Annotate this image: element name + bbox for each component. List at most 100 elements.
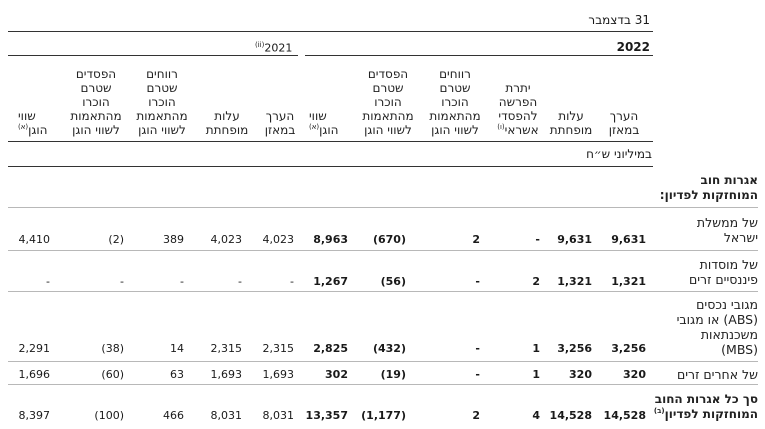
r1-2022-fair: 1,267 xyxy=(313,275,348,288)
r4-2021-carrying: 8,031 xyxy=(262,409,295,422)
col-2021-carrying-value-line2: במאזן xyxy=(264,123,296,137)
r4-2021-fair: 8,397 xyxy=(18,409,51,422)
r4-2022-allowance: 4 xyxy=(532,409,540,422)
r1-2022-carrying: 1,321 xyxy=(611,275,646,288)
col-2022-credit-loss-allowance: יתרת הפרשה להפסדי אשראי(ו) xyxy=(488,81,548,137)
r0-2021-amortized: 4,023 xyxy=(210,233,243,246)
section-rule xyxy=(8,207,758,208)
r4-2021-amortized: 8,031 xyxy=(210,409,243,422)
r3-2022-carrying: 320 xyxy=(623,368,646,381)
row-label-foreign-financial-line2: פיננסיים זרים xyxy=(688,272,758,287)
col-2022-losses-line3: הוכרו xyxy=(374,95,402,109)
section-title: אגרות חוב המוחזקות לפדיון: xyxy=(640,173,758,203)
r1-2022-losses: (56) xyxy=(380,275,406,288)
r1-2021-fair: - xyxy=(46,275,50,288)
r4-2022-carrying: 14,528 xyxy=(603,409,646,422)
r3-2021-amortized: 1,693 xyxy=(210,368,243,381)
r0-2022-fair: 8,963 xyxy=(313,233,348,246)
row-label-foreign-financial-line1: של מוסדות xyxy=(699,257,758,272)
r0-2021-carrying: 4,023 xyxy=(262,233,295,246)
r0-2022-amortized: 9,631 xyxy=(557,233,592,246)
col-2022-losses-line5: לשווי הוגן xyxy=(364,123,412,137)
col-2021-losses-line4: מהתאמות xyxy=(70,109,122,123)
row-rule-3 xyxy=(8,361,758,362)
col-2022-credit-loss-line3: להפסדי xyxy=(498,109,538,123)
r1-2021-losses: - xyxy=(120,275,124,288)
row-label-abs-mbs-line2: (ABS) או מגובי xyxy=(676,312,758,327)
col-2022-carrying-value-line1: הערך xyxy=(609,109,639,123)
row-label-other-foreign: של אחרים זרים xyxy=(645,367,758,382)
col-2021-fair-value-line1: שווי xyxy=(18,109,36,123)
r3-2021-fair: 1,696 xyxy=(18,368,51,381)
col-2021-fair-value: שווי הוגן(א) xyxy=(18,109,58,137)
col-2021-losses-line3: הוכרו xyxy=(82,95,110,109)
r2-2021-losses: (38) xyxy=(101,342,124,355)
row-label-total-line2: המוחזקות לפדיון(ב) xyxy=(632,407,758,422)
col-2021-unrecognized-losses: הפסדים שטרם הוכרו מהתאמות לשווי הוגן xyxy=(60,67,132,137)
col-2021-fair-value-line2: הוגן(א) xyxy=(18,123,58,137)
row-rule-4 xyxy=(8,384,758,385)
r4-2021-gains: 466 xyxy=(163,409,184,422)
r1-2022-allowance: 2 xyxy=(532,275,540,288)
col-2022-losses-line4: מהתאמות xyxy=(362,109,414,123)
row-label-total: סך כל אגרות החוב המוחזקות לפדיון(ב) xyxy=(632,392,758,422)
row-label-foreign-financial: של מוסדות פיננסיים זרים xyxy=(650,257,758,287)
r0-2021-losses: (2) xyxy=(108,233,124,246)
unit-rule xyxy=(8,166,653,167)
row-label-total-line1: סך כל אגרות החוב xyxy=(654,392,758,406)
row-label-total-note: (ב) xyxy=(653,407,665,415)
col-2021-unrecognized-gains: רווחים שטרם הוכרו מהתאמות לשווי הוגן xyxy=(126,67,198,137)
r2-2022-fair: 2,825 xyxy=(313,342,348,355)
r0-2022-allowance: - xyxy=(535,233,540,246)
r3-2022-amortized: 320 xyxy=(569,368,592,381)
r2-2021-carrying: 2,315 xyxy=(262,342,295,355)
col-2021-gains-line3: הוכרו xyxy=(148,95,176,109)
header-rule-bottom xyxy=(8,141,653,142)
row-label-other-foreign-line1: של אחרים זרים xyxy=(676,367,758,382)
r1-2021-amortized: - xyxy=(238,275,242,288)
col-2021-gains-line2: שטרם xyxy=(146,81,178,95)
row-label-abs-mbs: מגובי נכסים (ABS) או מגובי משכנתאות (MBS… xyxy=(660,297,758,357)
section-title-line1: אגרות חוב xyxy=(700,173,759,187)
col-2022-gains-line3: הוכרו xyxy=(441,95,469,109)
r4-2022-gains: 2 xyxy=(472,409,480,422)
col-2021-losses-line1: הפסדים xyxy=(75,67,117,81)
col-2022-gains-line2: שטרם xyxy=(439,81,471,95)
r2-2022-carrying: 3,256 xyxy=(611,342,646,355)
col-2022-losses-line2: שטרם xyxy=(372,81,404,95)
col-2022-fair-value-line1: שווי xyxy=(309,109,327,123)
col-2021-carrying-value: הערך במאזן xyxy=(254,109,306,137)
year-current-label: 2022 xyxy=(616,40,650,54)
col-2021-amortized-cost-line1: עלות xyxy=(214,109,240,123)
col-2021-gains-line4: מהתאמות xyxy=(136,109,188,123)
header-rule-top xyxy=(8,31,653,32)
r0-2022-losses: (670) xyxy=(372,233,406,246)
col-2021-amortized-cost-line2: מופחתת xyxy=(205,123,249,137)
year-prior-label: (ii)2021 xyxy=(255,38,315,56)
r2-2022-allowance: 1 xyxy=(532,342,540,355)
row-rule-2 xyxy=(8,291,758,292)
r4-2022-fair: 13,357 xyxy=(305,409,348,422)
r3-2021-carrying: 1,693 xyxy=(262,368,295,381)
col-2022-fair-value-line2: הוגן(א) xyxy=(309,123,349,137)
col-2022-unrecognized-losses: הפסדים שטרם הוכרו מהתאמות לשווי הוגן xyxy=(352,67,424,137)
col-2022-losses-line1: הפסדים xyxy=(367,67,409,81)
row-label-abs-mbs-line1: מגובי נכסים xyxy=(696,297,758,312)
r2-2022-gains: - xyxy=(475,342,480,355)
col-2021-gains-line5: לשווי הוגן xyxy=(138,123,186,137)
col-2022-gains-line4: מהתאמות xyxy=(429,109,481,123)
year-prior-note: (ii) xyxy=(255,41,265,49)
col-2021-fair-value-note: (א) xyxy=(18,123,29,131)
r2-2022-losses: (432) xyxy=(372,342,406,355)
col-2022-amortized-cost-line1: עלות xyxy=(558,109,584,123)
col-2022-credit-loss-line4-text: אשראי xyxy=(504,123,539,137)
r3-2021-gains: 63 xyxy=(170,368,184,381)
r3-2022-losses: (19) xyxy=(380,368,406,381)
col-2022-fair-value: שווי הוגן(א) xyxy=(309,109,349,137)
col-2022-credit-loss-note: (ו) xyxy=(497,123,505,131)
col-2022-fair-value-note: (א) xyxy=(309,123,320,131)
r2-2021-gains: 14 xyxy=(170,342,184,355)
r1-2022-amortized: 1,321 xyxy=(557,275,592,288)
r1-2021-gains: - xyxy=(180,275,184,288)
